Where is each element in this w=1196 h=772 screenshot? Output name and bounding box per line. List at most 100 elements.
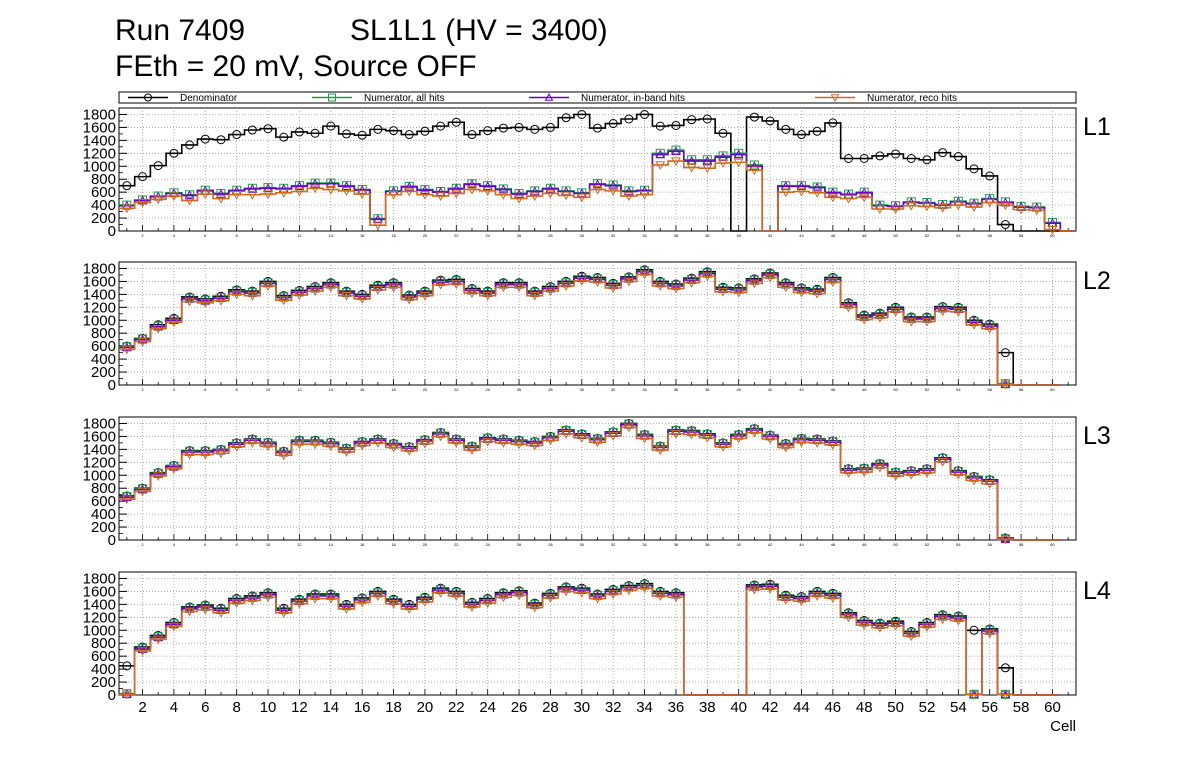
- data-point: [420, 439, 430, 449]
- data-point: [593, 123, 602, 133]
- data-point: [341, 187, 352, 196]
- data-point: [780, 188, 791, 198]
- x-tick-label: 18: [391, 542, 396, 547]
- data-point: [498, 593, 509, 603]
- y-tick-label: 400: [91, 506, 116, 523]
- data-point: [294, 291, 305, 301]
- x-tick-label: 28: [548, 233, 553, 238]
- y-tick-label: 1600: [83, 428, 116, 445]
- x-tick-label: 26: [511, 699, 528, 716]
- data-point: [436, 121, 446, 131]
- x-tick-label: 40: [736, 542, 741, 547]
- data-point: [216, 189, 226, 198]
- data-point: [875, 151, 885, 161]
- x-tick-label: 6: [204, 387, 207, 392]
- data-point: [639, 434, 650, 444]
- x-tick-label: 52: [925, 233, 930, 238]
- y-tick-label: 1600: [83, 583, 116, 600]
- data-point: [624, 192, 634, 202]
- data-point: [169, 619, 179, 629]
- x-tick-label: 4: [170, 699, 178, 716]
- data-point: [639, 270, 650, 280]
- x-tick-label: 8: [232, 699, 240, 716]
- x-tick-label: 50: [893, 542, 898, 547]
- x-tick-label: 8: [236, 233, 239, 238]
- data-point: [529, 192, 540, 202]
- data-point: [906, 632, 917, 642]
- data-point: [718, 159, 728, 169]
- data-point: [608, 119, 618, 129]
- y-tick-label: 600: [91, 338, 116, 355]
- data-point: [984, 479, 995, 489]
- data-point: [922, 317, 932, 327]
- data-point: [185, 140, 195, 150]
- data-point: [702, 164, 713, 174]
- data-point: [827, 594, 838, 603]
- data-point: [184, 450, 195, 460]
- data-point: [231, 191, 242, 200]
- data-point: [655, 592, 666, 601]
- x-tick-label: 20: [423, 387, 428, 392]
- y-tick-label: 800: [91, 171, 116, 188]
- data-point: [451, 280, 462, 290]
- y-tick-label: 1800: [83, 260, 116, 277]
- data-point: [153, 321, 164, 331]
- x-tick-label: 10: [260, 699, 277, 716]
- data-point: [514, 283, 524, 293]
- data-point: [576, 277, 587, 286]
- data-point: [200, 190, 211, 200]
- data-point: [671, 284, 681, 294]
- series-denominator: [119, 109, 1076, 232]
- x-tick-label: 24: [485, 387, 490, 392]
- x-tick-label: 14: [322, 699, 339, 716]
- data-point: [216, 297, 226, 306]
- data-point: [420, 191, 430, 200]
- subtitle: FEth = 20 mV, Source OFF: [115, 50, 477, 83]
- x-tick-label: 54: [950, 699, 967, 716]
- data-point: [529, 291, 540, 301]
- data-point: [294, 187, 305, 197]
- y-tick-label: 1200: [83, 454, 116, 471]
- x-tick-label: 32: [611, 387, 616, 392]
- layer-title: SL1L1 (HV = 3400): [350, 14, 608, 47]
- data-point: [765, 585, 775, 594]
- data-point: [294, 181, 305, 191]
- data-point: [890, 472, 901, 481]
- data-point: [1000, 201, 1011, 211]
- data-point: [232, 130, 242, 140]
- series-numerator-reco-hits: [119, 270, 1061, 390]
- data-point: [184, 196, 195, 206]
- data-point: [388, 600, 399, 609]
- data-point: [576, 589, 587, 598]
- y-tick-label: 1600: [83, 119, 116, 136]
- data-point: [529, 603, 540, 613]
- x-tick-label: 10: [266, 233, 271, 238]
- series-numerator-reco-hits: [119, 423, 1061, 545]
- data-point: [796, 288, 807, 298]
- y-tick-label: 1400: [83, 286, 116, 303]
- data-point: [671, 120, 681, 130]
- y-tick-label: 0: [108, 223, 116, 240]
- x-tick-label: 34: [642, 542, 647, 547]
- data-point: [121, 342, 132, 352]
- data-point: [576, 434, 587, 443]
- data-point: [624, 277, 634, 287]
- x-tick-label: 24: [485, 542, 490, 547]
- legend-label: Numerator, all hits: [364, 93, 445, 104]
- x-tick-label: 14: [329, 542, 334, 547]
- data-point: [200, 134, 210, 144]
- data-point: [310, 440, 320, 450]
- x-tick-label: 46: [831, 542, 836, 547]
- series-line: [119, 160, 1076, 232]
- y-tick-label: 1800: [83, 415, 116, 432]
- x-tick-label: 48: [856, 699, 873, 716]
- data-point: [733, 158, 744, 168]
- x-tick-label: 14: [329, 387, 334, 392]
- data-point: [263, 282, 273, 291]
- data-point: [937, 203, 948, 213]
- data-point: [796, 187, 807, 197]
- data-point: [357, 190, 368, 200]
- data-point: [749, 279, 760, 289]
- data-point: [639, 191, 650, 200]
- data-point: [467, 603, 477, 612]
